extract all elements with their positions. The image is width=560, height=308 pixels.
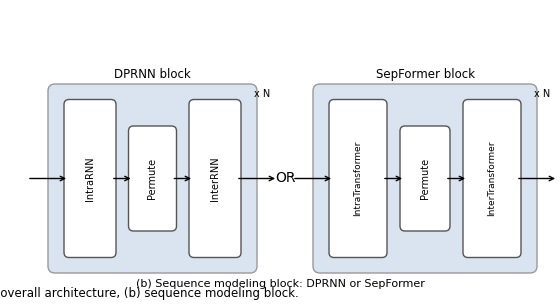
FancyBboxPatch shape [189,99,241,257]
FancyBboxPatch shape [463,99,521,257]
FancyBboxPatch shape [64,99,116,257]
Text: (b) Sequence modeling block: DPRNN or SepFormer: (b) Sequence modeling block: DPRNN or Se… [136,279,424,289]
Text: SepFormer block: SepFormer block [376,68,474,81]
FancyBboxPatch shape [48,84,257,273]
Text: InterTransformer: InterTransformer [488,141,497,216]
FancyBboxPatch shape [128,126,176,231]
Text: Permute: Permute [147,158,157,199]
Text: ) overall architecture, (b) sequence modeling block.: ) overall architecture, (b) sequence mod… [0,287,298,300]
Text: IntraRNN: IntraRNN [85,156,95,201]
Text: DPRNN block: DPRNN block [114,68,191,81]
Text: x N: x N [534,89,550,99]
Text: OR: OR [275,172,295,185]
Text: Permute: Permute [420,158,430,199]
Text: InterRNN: InterRNN [210,156,220,201]
FancyBboxPatch shape [329,99,387,257]
FancyBboxPatch shape [313,84,537,273]
FancyBboxPatch shape [400,126,450,231]
Text: IntraTransformer: IntraTransformer [353,141,362,216]
Text: x N: x N [254,89,270,99]
